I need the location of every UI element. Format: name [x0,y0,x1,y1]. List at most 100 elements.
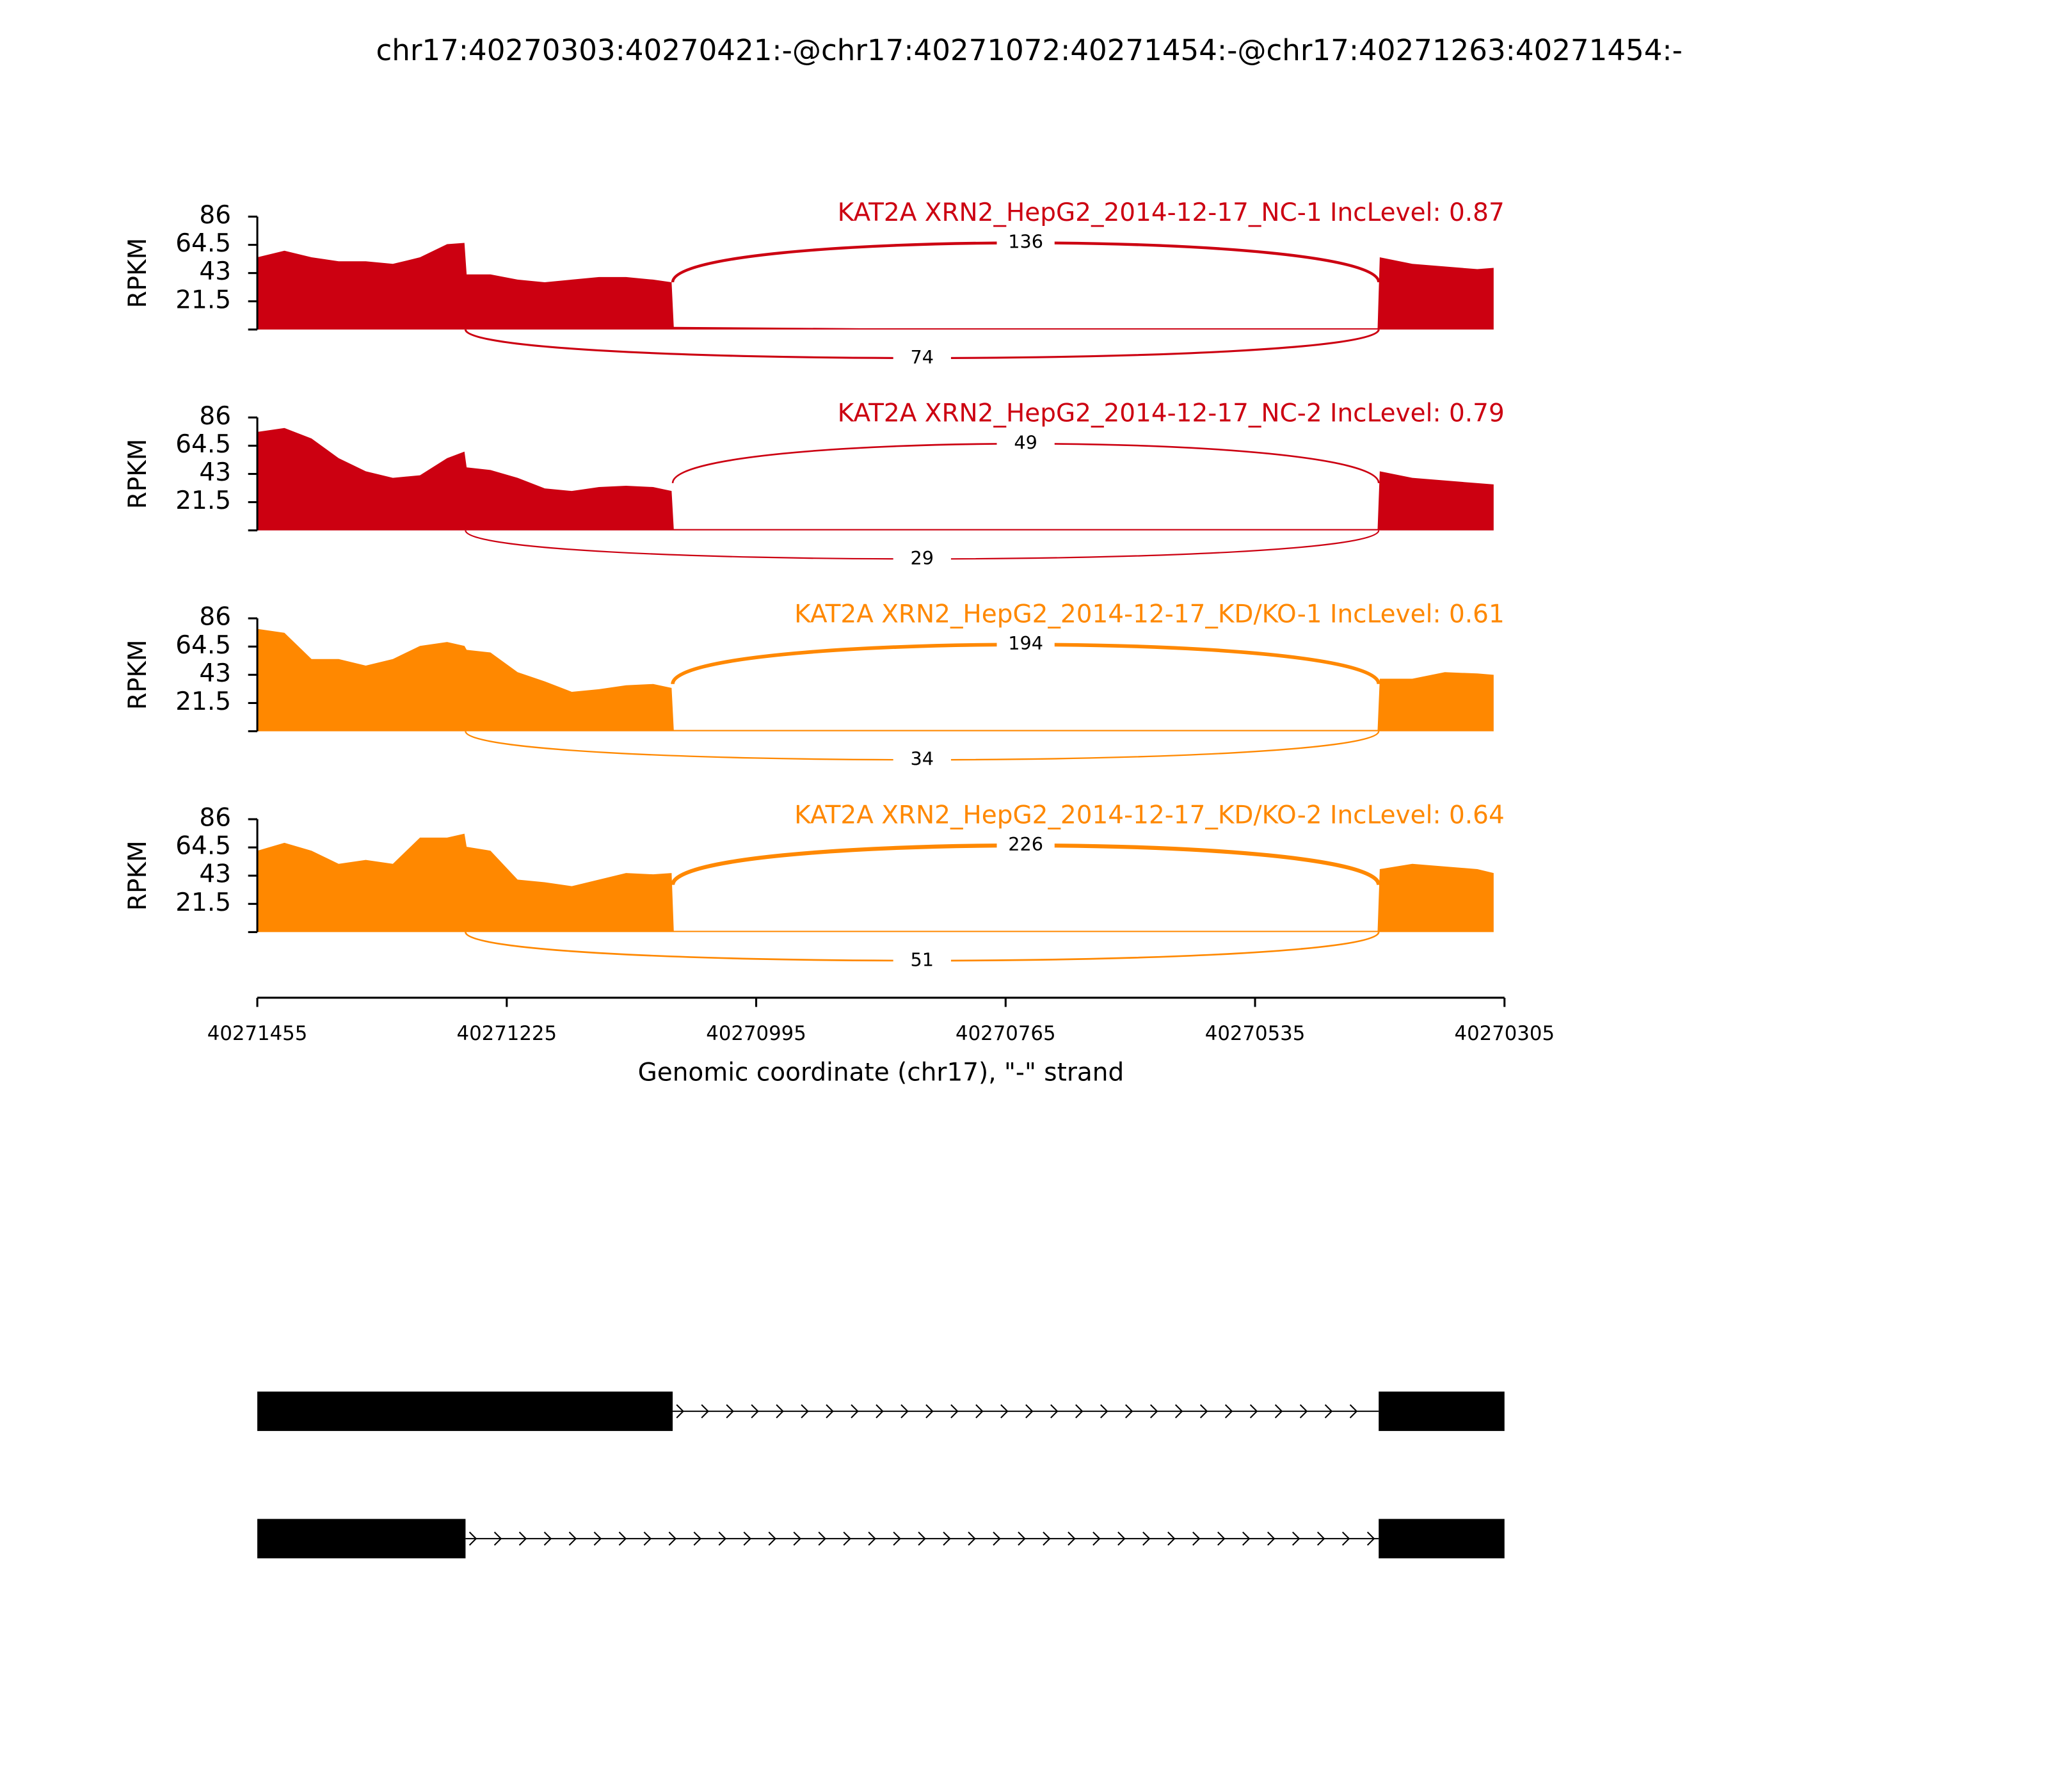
exon [1379,1519,1505,1558]
intron-chevron [743,1532,751,1546]
coverage-area [257,243,1494,330]
junction-label-bg [996,231,1055,255]
junction-label: 136 [1008,230,1043,252]
intron-chevron [843,1532,851,1546]
coverage-area [257,833,1494,932]
intron-chevron [1192,1532,1201,1546]
intron-chevron [1316,1532,1325,1546]
y-tick-label: 86 [199,201,231,230]
y-axis-label: RPKM [124,439,152,509]
intron-chevron [1292,1532,1300,1546]
y-tick-label: 86 [199,603,231,632]
intron-chevron [943,1532,951,1546]
intron-chevron [1324,1404,1333,1419]
x-axis-label: Genomic coordinate (chr17), "-" strand [638,1058,1124,1087]
intron-chevron [1366,1532,1375,1546]
y-tick-label: 64.5 [175,229,231,258]
exon [257,1519,466,1558]
intron-chevron [668,1532,677,1546]
intron-chevron [1117,1532,1126,1546]
intron-chevron [693,1532,702,1546]
intron-chevron [801,1404,809,1419]
intron-chevron [751,1404,759,1419]
intron-chevron [876,1404,884,1419]
intron-chevron [768,1532,776,1546]
y-tick-label: 21.5 [175,285,231,314]
y-tick-label: 43 [199,860,231,889]
intron-chevron [1018,1532,1026,1546]
intron-chevron [1199,1404,1208,1419]
intron-chevron [1100,1404,1108,1419]
intron-chevron [968,1532,976,1546]
y-tick-label: 86 [199,402,231,431]
junction-label-bg [893,748,951,772]
intron-chevron [718,1532,727,1546]
intron-chevron [1142,1532,1151,1546]
intron-chevron [1149,1404,1158,1419]
intron-chevron [493,1532,502,1546]
y-tick-label: 86 [199,804,231,833]
intron-chevron [1174,1404,1183,1419]
intron-chevron [776,1404,784,1419]
intron-chevron [1092,1532,1101,1546]
intron-chevron [618,1532,627,1546]
intron-chevron [851,1404,859,1419]
intron-chevron [543,1532,552,1546]
intron-chevron [1125,1404,1133,1419]
junction-label-bg [996,632,1055,657]
intron-chevron [701,1404,709,1419]
y-tick-label: 43 [199,659,231,688]
coverage-area [257,628,1494,732]
intron-chevron [643,1532,652,1546]
intron-chevron [726,1404,734,1419]
panel-title: KAT2A XRN2_HepG2_2014-12-17_NC-2 IncLeve… [838,399,1505,428]
intron-chevron [518,1532,527,1546]
intron-chevron [568,1532,577,1546]
x-tick-label: 40270995 [706,1022,806,1045]
y-tick-label: 21.5 [175,888,231,917]
intron-chevron [925,1404,934,1419]
intron-chevron [468,1532,477,1546]
junction-label: 194 [1008,632,1043,654]
intron-chevron [1267,1532,1276,1546]
intron-chevron [893,1532,901,1546]
x-tick-label: 40271455 [207,1022,308,1045]
junction-label-bg [893,547,951,572]
intron-chevron [1000,1404,1009,1419]
intron-chevron [918,1532,926,1546]
intron-chevron [1341,1532,1350,1546]
y-tick-label: 64.5 [175,430,231,459]
intron-chevron [818,1532,826,1546]
intron-chevron [1068,1532,1076,1546]
intron-chevron [826,1404,834,1419]
intron-chevron [993,1532,1001,1546]
intron-chevron [1242,1532,1251,1546]
panel-title: KAT2A XRN2_HepG2_2014-12-17_KD/KO-1 IncL… [794,600,1505,629]
intron-chevron [1050,1404,1059,1419]
coverage-area [257,428,1494,531]
intron-chevron [1249,1404,1258,1419]
panel-title: KAT2A XRN2_HepG2_2014-12-17_NC-1 IncLeve… [838,198,1505,227]
y-tick-label: 64.5 [175,832,231,861]
figure-title: chr17:40270303:40270421:-@chr17:40271072… [376,33,1682,67]
y-axis-label: RPKM [124,238,152,308]
junction-label: 226 [1008,833,1043,855]
intron-chevron [793,1532,801,1546]
junction-label: 29 [911,547,934,569]
intron-chevron [1217,1532,1226,1546]
intron-chevron [868,1532,876,1546]
junction-label-bg [996,833,1055,858]
y-tick-label: 21.5 [175,486,231,515]
junction-label: 74 [911,346,934,368]
exon [1379,1391,1505,1431]
junction-label: 34 [911,748,934,770]
x-tick-label: 40270305 [1455,1022,1555,1045]
intron-chevron [1043,1532,1051,1546]
intron-chevron [1167,1532,1176,1546]
intron-chevron [1349,1404,1358,1419]
panel-title: KAT2A XRN2_HepG2_2014-12-17_KD/KO-2 IncL… [794,801,1505,829]
intron-chevron [975,1404,984,1419]
exon [257,1391,673,1431]
